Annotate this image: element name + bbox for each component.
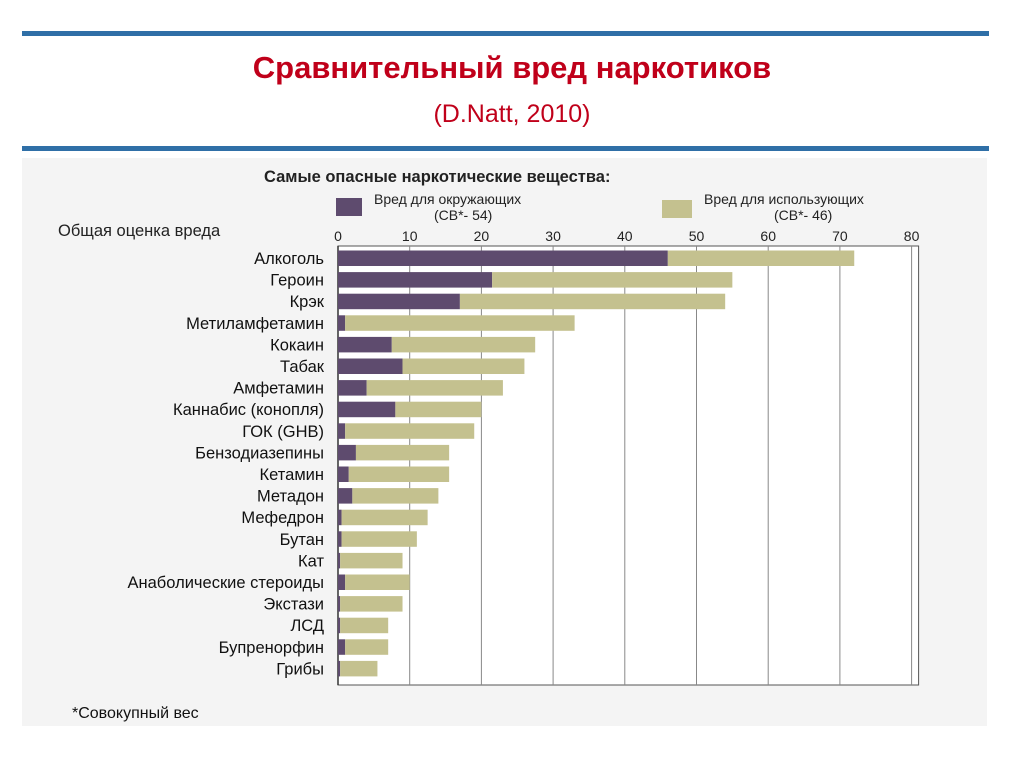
bar-segment-others xyxy=(338,380,367,396)
bar-segment-others xyxy=(338,336,392,353)
bar-segment-others xyxy=(338,466,349,482)
x-tick-label: 20 xyxy=(474,228,490,244)
bar-segment-others xyxy=(338,639,346,655)
bar-segment-users xyxy=(459,293,726,310)
stacked-bar-chart: Самые опасные наркотические вещества: Вр… xyxy=(58,168,920,722)
chart-footnote: *Совокупный вес xyxy=(72,705,199,722)
bar-segment-others xyxy=(338,552,341,569)
category-label: Метиламфетамин xyxy=(186,315,324,333)
category-label: Кокаин xyxy=(270,336,324,354)
legend-swatch-users xyxy=(662,200,692,218)
x-tick-label: 70 xyxy=(832,228,848,244)
category-label: Бупренорфин xyxy=(219,639,324,657)
bar-segment-users xyxy=(345,423,475,439)
category-label: Крэк xyxy=(290,293,325,311)
bar-segment-users xyxy=(340,660,378,677)
category-label: Табак xyxy=(280,358,325,376)
top-rule xyxy=(22,31,989,36)
legend-swatch-others xyxy=(336,198,362,216)
bar-segment-users xyxy=(340,617,389,634)
bar-segment-users xyxy=(395,401,482,418)
bar-segment-users xyxy=(352,488,439,504)
legend-label-users-line2: (СВ*- 46) xyxy=(774,207,832,223)
bar-segment-others xyxy=(338,617,341,634)
category-label: Метадон xyxy=(257,488,324,506)
chart-title: Самые опасные наркотические вещества: xyxy=(264,168,610,186)
slide-subtitle: (D.Natt, 2010) xyxy=(433,100,591,128)
chart-figure: Самые опасные наркотические вещества: Вр… xyxy=(22,158,987,726)
bar-segment-users xyxy=(366,380,503,396)
category-label: Амфетамин xyxy=(233,380,324,398)
x-tick-label: 50 xyxy=(689,228,705,244)
bar-segment-users xyxy=(667,250,855,266)
bar-segment-others xyxy=(338,509,342,526)
category-label: Героин xyxy=(270,272,324,290)
category-label: Бутан xyxy=(280,531,324,549)
bar-segment-others xyxy=(338,574,346,590)
x-tick-label: 30 xyxy=(545,228,561,244)
category-label: ГОК (GHB) xyxy=(242,423,324,441)
bar-segment-others xyxy=(338,531,342,547)
bar-segment-others xyxy=(338,488,353,504)
bar-segment-users xyxy=(345,639,389,655)
x-tick-label: 0 xyxy=(334,228,342,244)
bar-segment-users xyxy=(345,574,410,590)
bar-segment-users xyxy=(348,466,450,482)
plot-area: 0 10 20 30 40 50 60 70 80 Алкоголь Героин Крэк Метил… xyxy=(128,228,920,686)
bar-segment-users xyxy=(340,596,403,612)
legend-label-others-line2: (СВ*- 54) xyxy=(434,207,492,223)
bar-segment-users xyxy=(391,336,536,353)
bar-segment-users xyxy=(402,358,525,374)
bar-segment-users xyxy=(355,444,450,461)
x-tick-label: 10 xyxy=(402,228,418,244)
bar-segment-others xyxy=(338,444,356,461)
bar-segment-users xyxy=(492,272,733,288)
bar-segment-others xyxy=(338,272,493,288)
category-label: Каннабис (конопля) xyxy=(173,401,324,419)
bar-segment-others xyxy=(338,423,346,439)
bar-segment-users xyxy=(340,552,403,569)
category-label: Грибы xyxy=(276,660,324,678)
legend-label-users-line1: Вред для использующих xyxy=(704,191,864,207)
bar-segment-others xyxy=(338,293,460,310)
x-tick-label: 80 xyxy=(904,228,920,244)
category-label: Экстази xyxy=(263,596,324,614)
bar-segment-others xyxy=(338,315,346,331)
bar-segment-users xyxy=(341,509,428,526)
bar-segment-others xyxy=(338,596,341,612)
category-label: Кат xyxy=(298,552,324,570)
bar-segment-others xyxy=(338,401,396,418)
slide-title: Сравнительный вред наркотиков xyxy=(252,50,772,85)
bar-segment-others xyxy=(338,660,341,677)
bar-segment-others xyxy=(338,250,668,266)
category-label: Анаболические стероиды xyxy=(128,574,324,592)
legend-label-others-line1: Вред для окружающих xyxy=(374,191,521,207)
x-tick-label: 40 xyxy=(617,228,633,244)
plot-background xyxy=(337,245,920,686)
bottom-rule xyxy=(22,146,989,151)
category-label: ЛСД xyxy=(290,617,324,635)
bar-segment-users xyxy=(341,531,417,547)
category-label: Кетамин xyxy=(260,466,324,484)
bar-segment-others xyxy=(338,358,403,374)
category-label: Алкоголь xyxy=(254,250,324,268)
category-label: Мефедрон xyxy=(241,509,324,527)
x-axis-title: Общая оценка вреда xyxy=(58,222,221,240)
category-label: Бензодиазепины xyxy=(195,444,324,462)
x-tick-label: 60 xyxy=(760,228,776,244)
bar-segment-users xyxy=(345,315,575,331)
